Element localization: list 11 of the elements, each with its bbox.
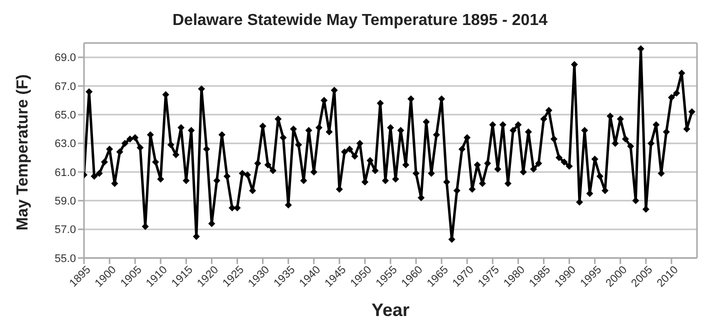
chart-title: Delaware Statewide May Temperature 1895 - 2014 [172,11,548,31]
y-tick-label: 69.0 [54,52,76,64]
y-tick-label: 67.0 [54,80,76,93]
x-axis-title: Year [371,300,410,320]
y-tick-label: 55.0 [54,252,76,265]
y-tick-label: 59.0 [54,196,76,208]
y-tick-label: 61.0 [54,166,76,179]
y-tick-label: 57.0 [54,224,76,236]
y-axis-title: May Temperature (F) [14,74,32,230]
y-tick-label: 63.0 [54,138,76,150]
y-tick-label: 65.0 [54,110,76,122]
